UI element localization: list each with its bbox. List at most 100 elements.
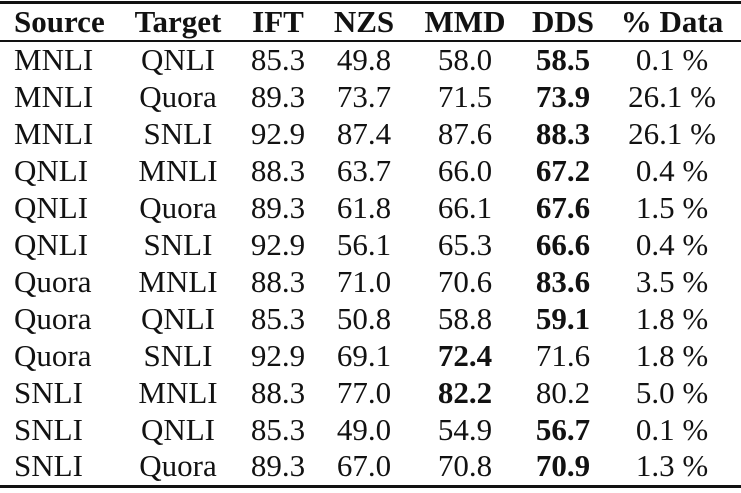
cell-target: Quora (139, 190, 217, 226)
cell-source: QNLI (14, 190, 89, 226)
table-body: MNLI QNLI 85.3 49.8 58.0 58.5 0.1 % MNLI Quora 89… (0, 41, 741, 487)
cell-mmd: 72.4 (437, 337, 493, 373)
header-row: Source Target IFT NZS MMD DDS % Data (0, 2, 741, 42)
cell-source: QNLI (14, 153, 89, 189)
cell-source: Quora (14, 337, 92, 373)
cell-mmd: 71.5 (437, 79, 493, 115)
cell-ift: 85.3 (250, 411, 306, 447)
cell-ift: 85.3 (250, 42, 306, 78)
cell-ift: 92.9 (250, 337, 306, 373)
cell-dds: 71.6 (535, 337, 591, 373)
cell-pct-data: 26.1 % (628, 79, 716, 115)
cell-dds: 83.6 (535, 263, 591, 299)
table-row: QNLI MNLI 88.3 63.7 66.0 67.2 0.4 % (0, 153, 741, 190)
cell-dds: 59.1 (535, 300, 591, 336)
table-row: MNLI SNLI 92.9 87.4 87.6 88.3 26.1 % (0, 116, 741, 153)
table-header: Source Target IFT NZS MMD DDS % Data (0, 2, 741, 42)
cell-mmd: 66.0 (437, 153, 493, 189)
table-row: SNLI Quora 89.3 67.0 70.8 70.9 1.3 % (0, 448, 741, 487)
cell-source: Quora (14, 300, 92, 336)
cell-nzs: 61.8 (336, 190, 392, 226)
cell-pct-data: 1.5 % (635, 190, 709, 226)
cell-nzs: 50.8 (336, 300, 392, 336)
cell-dds: 88.3 (535, 116, 591, 152)
column-header-dds: DDS (523, 2, 603, 42)
cell-source: Quora (14, 263, 92, 299)
cell-source: SNLI (14, 374, 83, 410)
cell-ift: 92.9 (250, 227, 306, 262)
cell-dds: 80.2 (535, 374, 591, 410)
cell-mmd: 54.9 (437, 411, 493, 447)
cell-dds: 58.5 (535, 42, 591, 78)
cell-pct-data: 0.4 % (635, 227, 709, 262)
cell-nzs: 49.0 (336, 411, 392, 447)
table-row: SNLI MNLI 88.3 77.0 82.2 80.2 5.0 % (0, 374, 741, 411)
cell-nzs: 49.8 (336, 42, 392, 78)
cell-ift: 89.3 (250, 448, 306, 484)
column-header-target: Target (121, 2, 235, 42)
cell-target: QNLI (140, 300, 216, 336)
cell-ift: 89.3 (250, 79, 306, 115)
table-row: MNLI Quora 89.3 73.7 71.5 73.9 26.1 % (0, 79, 741, 116)
column-header-pct-data: % Data (603, 2, 741, 42)
cell-pct-data: 0.1 % (635, 42, 709, 78)
cell-target: MNLI (138, 374, 218, 410)
table-row: MNLI QNLI 85.3 49.8 58.0 58.5 0.1 % (0, 41, 741, 79)
column-header-nzs: NZS (321, 2, 407, 42)
cell-source: MNLI (14, 116, 94, 152)
cell-nzs: 67.0 (336, 448, 392, 484)
cell-pct-data: 3.5 % (635, 263, 709, 299)
cell-pct-data: 26.1 % (628, 116, 716, 152)
table-row: QNLI SNLI 92.9 56.1 65.3 66.6 0.4 % (0, 227, 741, 264)
cell-pct-data: 0.1 % (635, 411, 709, 447)
table-row: Quora SNLI 92.9 69.1 72.4 71.6 1.8 % (0, 337, 741, 374)
cell-pct-data: 1.8 % (635, 300, 709, 336)
cell-pct-data: 5.0 % (635, 374, 709, 410)
cell-ift: 92.9 (250, 116, 306, 152)
table-row: SNLI QNLI 85.3 49.0 54.9 56.7 0.1 % (0, 411, 741, 448)
column-header-source: Source (0, 2, 121, 42)
cell-dds: 67.6 (535, 190, 591, 226)
cell-target: SNLI (143, 227, 213, 262)
cell-target: QNLI (140, 42, 216, 78)
cell-source: MNLI (14, 42, 94, 78)
cell-nzs: 56.1 (336, 227, 392, 262)
cell-mmd: 58.8 (437, 300, 493, 336)
cell-mmd: 66.1 (437, 190, 493, 226)
cell-nzs: 73.7 (336, 79, 392, 115)
cell-ift: 85.3 (250, 300, 306, 336)
cell-source: SNLI (14, 448, 83, 484)
cell-nzs: 77.0 (336, 374, 392, 410)
column-header-mmd: MMD (407, 2, 523, 42)
cell-dds: 66.6 (535, 227, 591, 262)
cell-target: MNLI (138, 153, 218, 189)
cell-mmd: 82.2 (437, 374, 493, 410)
cell-dds: 70.9 (535, 448, 591, 484)
cell-nzs: 71.0 (336, 263, 392, 299)
cell-mmd: 70.8 (437, 448, 493, 484)
cell-ift: 88.3 (250, 263, 306, 299)
cell-ift: 88.3 (250, 153, 306, 189)
cell-nzs: 69.1 (336, 337, 392, 373)
cell-mmd: 87.6 (437, 116, 493, 152)
cell-source: MNLI (14, 79, 94, 115)
cell-dds: 73.9 (535, 79, 591, 115)
cell-target: SNLI (143, 116, 213, 152)
table-row: QNLI Quora 89.3 61.8 66.1 67.6 1.5 % (0, 190, 741, 227)
cell-dds: 56.7 (535, 411, 591, 447)
cell-target: QNLI (140, 411, 216, 447)
cell-pct-data: 1.8 % (635, 337, 709, 373)
cell-ift: 88.3 (250, 374, 306, 410)
column-header-ift: IFT (235, 2, 321, 42)
table-row: Quora MNLI 88.3 71.0 70.6 83.6 3.5 % (0, 263, 741, 300)
cell-nzs: 63.7 (336, 153, 392, 189)
cell-mmd: 58.0 (437, 42, 493, 78)
table-row: Quora QNLI 85.3 50.8 58.8 59.1 1.8 % (0, 300, 741, 337)
cell-target: MNLI (138, 263, 218, 299)
cell-dds: 67.2 (535, 153, 591, 189)
cell-pct-data: 0.4 % (635, 153, 709, 189)
cell-source: QNLI (14, 227, 89, 262)
cell-mmd: 65.3 (437, 227, 493, 262)
cell-source: SNLI (14, 411, 83, 447)
